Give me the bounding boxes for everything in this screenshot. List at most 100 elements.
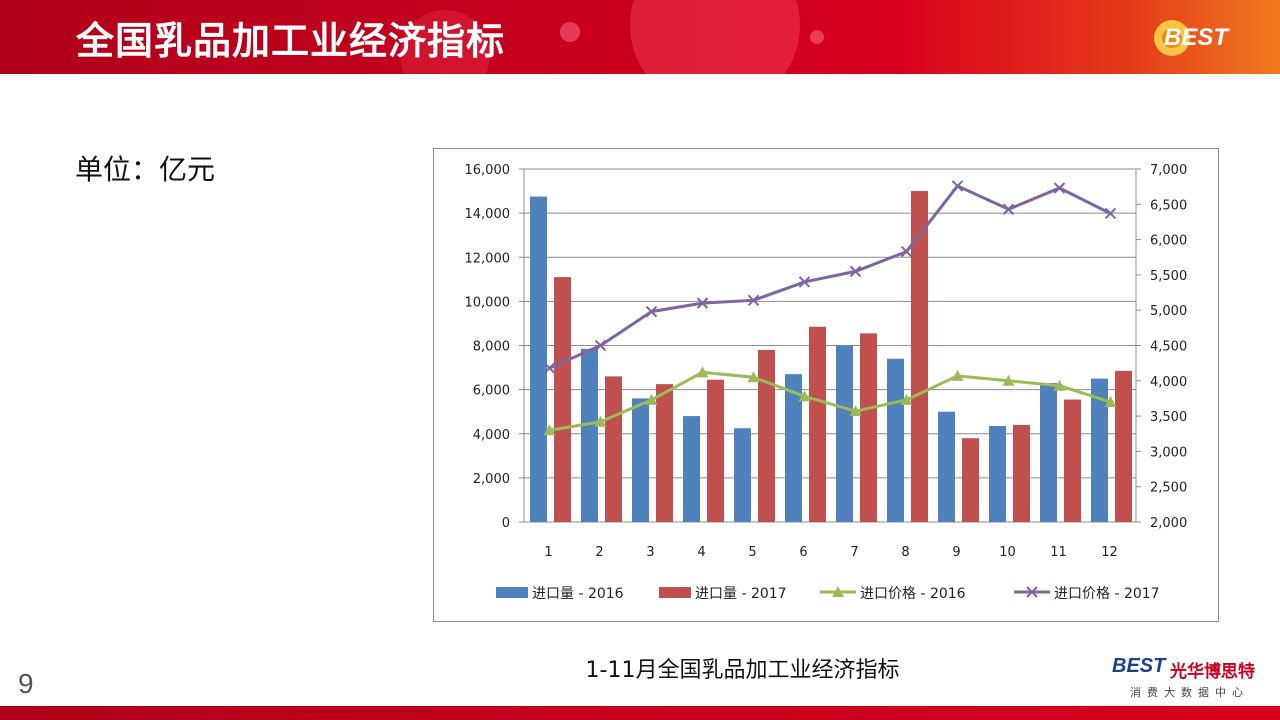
x-tick-label: 2 — [595, 545, 603, 560]
legend-label: 进口量 - 2016 — [532, 586, 624, 602]
point-2016 — [747, 371, 760, 383]
left-tick-label: 6,000 — [473, 384, 510, 399]
point-2017 — [900, 245, 913, 258]
bar-2016 — [530, 196, 547, 522]
brand-subtitle: 消费大数据中心 — [1130, 686, 1249, 699]
line-2016 — [549, 370, 1111, 432]
point-2017 — [798, 276, 811, 288]
bar-2017 — [707, 379, 724, 522]
legend-label: 进口量 - 2017 — [695, 586, 787, 602]
x-tick-label: 7 — [850, 545, 858, 560]
x-tick-label: 3 — [646, 545, 654, 560]
decor-circle — [560, 22, 580, 42]
bar-2017 — [911, 191, 928, 522]
bar-2017 — [758, 349, 775, 522]
bar-2017 — [1064, 399, 1081, 522]
right-tick-label: 6,500 — [1150, 198, 1187, 213]
combo-chart: 02,0004,0006,0008,00010,00012,00014,0001… — [465, 163, 1188, 602]
bar-2016 — [734, 428, 751, 522]
point-2017 — [696, 297, 709, 309]
page-number: 9 — [18, 668, 34, 699]
point-2017 — [849, 265, 862, 278]
point-2016 — [645, 393, 658, 405]
right-tick-label: 4,000 — [1150, 375, 1187, 390]
legend-label: 进口价格 - 2017 — [1054, 586, 1160, 602]
point-2017 — [543, 362, 556, 374]
x-tick-label: 8 — [901, 545, 909, 560]
point-2016 — [1104, 395, 1117, 407]
bar-2016 — [836, 345, 853, 522]
point-2016 — [543, 424, 556, 436]
decor-circle — [810, 30, 824, 44]
bar-2017 — [860, 333, 877, 522]
bar-2016 — [887, 358, 904, 522]
x-tick-label: 6 — [799, 545, 807, 560]
brand-logo: BEST 光华博思特 消费大数据中心 — [1112, 655, 1272, 703]
brand-name: 光华博思特 — [1170, 662, 1255, 682]
point-2017 — [1002, 203, 1015, 215]
footer-bar — [0, 706, 1280, 720]
left-tick-label: 12,000 — [465, 251, 511, 266]
best-logo: BEST — [1154, 20, 1230, 56]
header-banner: 全国乳品加工业经济指标 BEST — [0, 0, 1280, 74]
right-tick-label: 7,000 — [1150, 163, 1187, 178]
left-tick-label: 10,000 — [465, 295, 511, 310]
point-2016 — [1053, 379, 1066, 391]
left-tick-label: 0 — [502, 516, 510, 531]
bar-2016 — [989, 426, 1006, 522]
point-2017 — [594, 339, 607, 352]
decor-circle — [400, 10, 490, 74]
bar-2016 — [1040, 383, 1057, 522]
right-tick-label: 5,000 — [1150, 304, 1187, 319]
point-2017 — [1104, 207, 1117, 220]
point-2016 — [696, 366, 709, 378]
left-tick-label: 4,000 — [473, 428, 510, 443]
bar-2016 — [632, 398, 649, 522]
bar-2017 — [962, 438, 979, 522]
bar-2017 — [605, 376, 622, 522]
x-tick-label: 5 — [748, 545, 756, 560]
unit-label: 单位：亿元 — [75, 153, 216, 186]
bar-2016 — [581, 348, 598, 522]
x-tick-label: 11 — [1050, 545, 1067, 560]
left-tick-label: 2,000 — [473, 472, 510, 487]
chart-frame: 0 2,000 4,000 6,000 8,000 10,000 12,000 14,000 1… — [433, 148, 1219, 622]
right-tick-label: 5,500 — [1150, 269, 1187, 284]
bar-2016 — [785, 374, 802, 522]
point-2016 — [1002, 374, 1015, 386]
point-2016 — [951, 369, 964, 381]
x-tick-label: 4 — [697, 545, 705, 560]
right-tick-label: 2,000 — [1150, 516, 1187, 531]
decor-circle — [630, 0, 800, 74]
left-tick-label: 16,000 — [465, 163, 511, 178]
bar-2017 — [1013, 424, 1030, 522]
bar-2017 — [554, 277, 571, 522]
point-2016 — [798, 390, 811, 402]
point-2017 — [645, 305, 658, 318]
bar-2016 — [938, 411, 955, 522]
x-tick-label: 12 — [1101, 545, 1118, 560]
right-tick-label: 2,500 — [1150, 481, 1187, 496]
page-title: 全国乳品加工业经济指标 — [76, 19, 506, 63]
left-tick-label: 8,000 — [473, 340, 510, 355]
point-2016 — [900, 393, 913, 405]
right-tick-label: 6,000 — [1150, 234, 1187, 249]
bar-2016 — [683, 416, 700, 522]
bar-2017 — [809, 326, 826, 522]
chart-caption: 1-11月全国乳品加工业经济指标 — [585, 658, 900, 683]
bar-2016 — [1091, 378, 1108, 522]
legend-swatch — [659, 587, 691, 598]
x-tick-label: 1 — [544, 545, 552, 560]
legend-swatch — [496, 587, 528, 598]
point-2017 — [1053, 182, 1066, 194]
bar-2017 — [1115, 370, 1132, 522]
left-tick-label: 14,000 — [465, 207, 511, 222]
x-tick-label: 10 — [999, 545, 1016, 560]
right-tick-label: 4,500 — [1150, 340, 1187, 355]
bar-2017 — [656, 384, 673, 522]
brand-mark: BEST — [1112, 655, 1166, 677]
best-logo-text: BEST — [1164, 24, 1230, 51]
point-2017 — [951, 180, 964, 192]
point-2016 — [849, 405, 862, 417]
point-2017 — [747, 294, 760, 307]
